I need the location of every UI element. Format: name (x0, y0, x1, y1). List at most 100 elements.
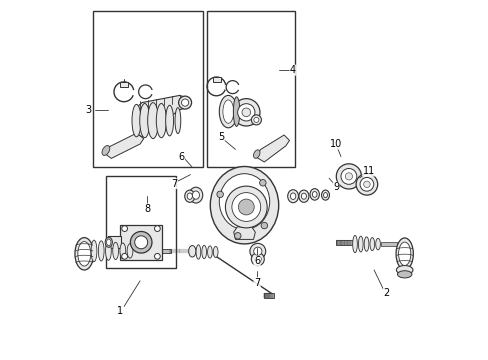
Ellipse shape (147, 103, 158, 139)
Circle shape (231, 193, 260, 221)
Bar (106, 176, 176, 268)
Bar (336, 240, 353, 245)
Ellipse shape (187, 193, 192, 199)
Circle shape (134, 236, 147, 249)
Ellipse shape (175, 108, 181, 134)
Ellipse shape (253, 150, 260, 158)
Circle shape (254, 256, 261, 262)
Ellipse shape (165, 105, 173, 136)
Text: 9: 9 (332, 182, 339, 192)
Circle shape (249, 243, 265, 259)
Text: 7: 7 (253, 278, 260, 288)
Circle shape (178, 96, 191, 109)
Circle shape (122, 253, 127, 259)
Ellipse shape (352, 235, 357, 253)
Ellipse shape (196, 245, 201, 259)
Circle shape (130, 231, 152, 253)
Circle shape (251, 115, 261, 125)
Ellipse shape (290, 193, 295, 199)
Ellipse shape (398, 242, 410, 266)
Bar (107, 236, 121, 248)
Ellipse shape (301, 193, 306, 199)
Ellipse shape (120, 243, 125, 259)
Circle shape (253, 247, 262, 255)
Ellipse shape (102, 145, 110, 156)
Ellipse shape (202, 246, 206, 258)
Text: 1: 1 (117, 306, 123, 316)
Ellipse shape (219, 174, 269, 230)
Ellipse shape (369, 238, 374, 251)
Bar (120, 82, 128, 87)
Ellipse shape (207, 246, 212, 258)
Ellipse shape (233, 97, 239, 126)
Circle shape (217, 191, 223, 198)
Ellipse shape (132, 104, 141, 137)
Ellipse shape (312, 192, 316, 197)
Circle shape (242, 108, 250, 117)
Circle shape (259, 180, 265, 186)
Circle shape (238, 199, 254, 215)
Circle shape (181, 99, 188, 106)
Circle shape (154, 226, 160, 231)
Ellipse shape (298, 190, 308, 202)
Ellipse shape (188, 246, 196, 257)
Ellipse shape (156, 104, 166, 138)
Ellipse shape (106, 239, 111, 246)
Circle shape (251, 253, 264, 266)
Ellipse shape (223, 100, 233, 123)
Ellipse shape (98, 241, 104, 261)
Polygon shape (135, 95, 185, 137)
Ellipse shape (105, 237, 112, 247)
Ellipse shape (287, 190, 298, 203)
Ellipse shape (105, 242, 111, 260)
Text: 7: 7 (171, 179, 177, 189)
Ellipse shape (395, 238, 412, 270)
Bar (120, 225, 162, 260)
Text: 10: 10 (329, 139, 342, 149)
Text: 3: 3 (84, 105, 91, 115)
Circle shape (232, 99, 260, 126)
Bar (263, 293, 274, 298)
Ellipse shape (78, 242, 91, 266)
Circle shape (122, 226, 127, 231)
Ellipse shape (127, 244, 133, 258)
Circle shape (154, 253, 160, 259)
Ellipse shape (321, 190, 329, 200)
Text: 6: 6 (254, 256, 260, 266)
Text: 4: 4 (289, 65, 296, 75)
Bar (212, 77, 220, 82)
Text: 2: 2 (383, 288, 389, 298)
Ellipse shape (189, 187, 203, 203)
Ellipse shape (91, 240, 97, 262)
Bar (206, 11, 294, 167)
Bar (93, 11, 203, 167)
Ellipse shape (358, 236, 363, 252)
Ellipse shape (364, 237, 368, 251)
Ellipse shape (397, 271, 411, 278)
Text: 11: 11 (362, 166, 374, 176)
Bar (381, 242, 397, 246)
Circle shape (355, 174, 377, 195)
Polygon shape (255, 135, 289, 162)
Ellipse shape (396, 266, 412, 275)
Ellipse shape (210, 166, 278, 244)
Ellipse shape (375, 238, 380, 250)
Circle shape (345, 173, 352, 180)
Circle shape (340, 168, 356, 184)
Ellipse shape (309, 189, 319, 200)
Circle shape (225, 186, 266, 228)
Ellipse shape (140, 104, 149, 138)
Text: 8: 8 (144, 204, 150, 214)
Ellipse shape (113, 242, 118, 260)
Polygon shape (104, 133, 143, 158)
Circle shape (261, 222, 267, 229)
Circle shape (336, 164, 361, 189)
Ellipse shape (323, 193, 327, 198)
Ellipse shape (192, 191, 199, 199)
Text: 6: 6 (178, 152, 184, 162)
Circle shape (363, 181, 369, 188)
Ellipse shape (75, 238, 94, 270)
Ellipse shape (213, 247, 218, 258)
Circle shape (234, 233, 241, 239)
Bar (136, 249, 170, 253)
